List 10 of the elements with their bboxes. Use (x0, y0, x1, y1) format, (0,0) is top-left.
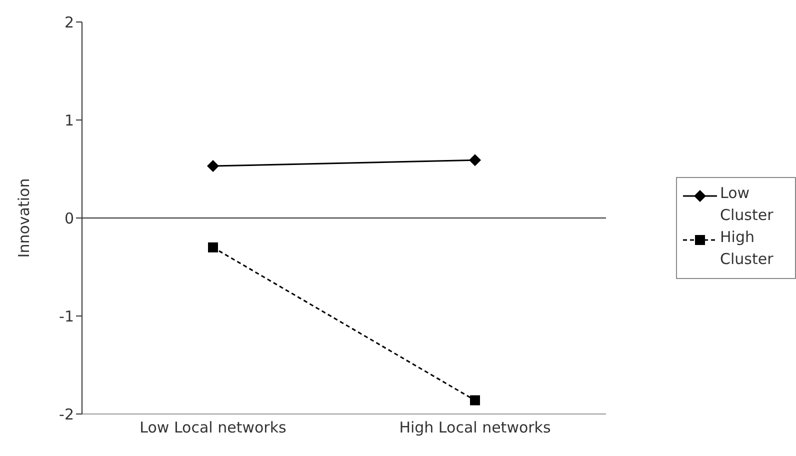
y-tick-label: -1 (59, 307, 74, 326)
y-tick-label: 1 (64, 111, 74, 130)
y-tick-label: 2 (64, 13, 74, 32)
y-axis-title: Innovation (15, 178, 33, 258)
y-tick-label: 0 (64, 209, 74, 228)
x-tick-label: Low Local networks (140, 418, 287, 437)
y-tick-label: -2 (59, 405, 74, 424)
legend-label: High Cluster (720, 227, 774, 270)
x-tick-label: High Local networks (399, 418, 551, 437)
legend-label: Low Cluster (720, 183, 774, 226)
